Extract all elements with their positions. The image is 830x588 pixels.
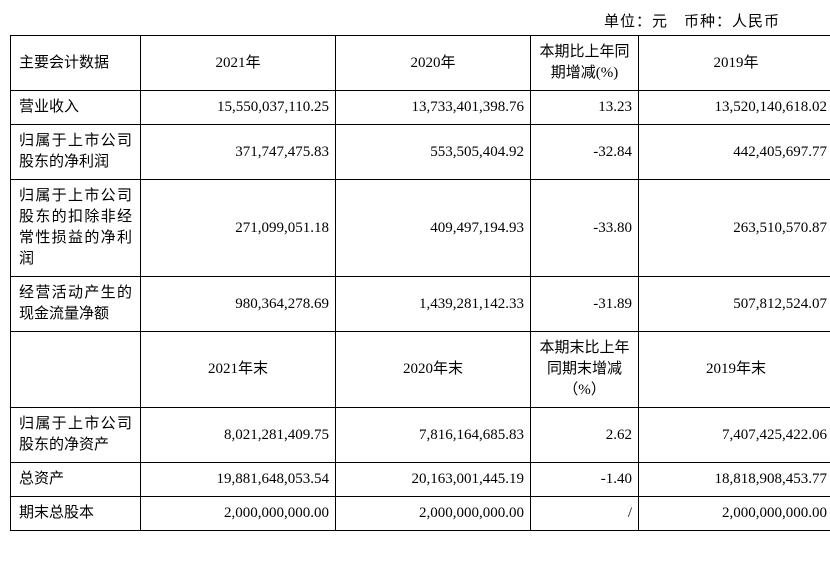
header-cell: 2019年 bbox=[639, 36, 830, 91]
header-cell: 2020年 bbox=[336, 36, 531, 91]
table-row: 营业收入15,550,037,110.2513,733,401,398.7613… bbox=[11, 91, 830, 125]
unit-currency-line: 单位：元 币种：人民币 bbox=[10, 10, 820, 31]
table-row: 归属于上市公司股东的扣除非经常性损益的净利润271,099,051.18409,… bbox=[11, 180, 830, 277]
data-cell: 13,733,401,398.76 bbox=[336, 91, 531, 125]
data-cell: -1.40 bbox=[531, 463, 639, 497]
data-cell: 15,550,037,110.25 bbox=[141, 91, 336, 125]
data-cell: 7,407,425,422.06 bbox=[639, 408, 830, 463]
data-cell: 553,505,404.92 bbox=[336, 125, 531, 180]
table-row: 归属于上市公司股东的净资产8,021,281,409.757,816,164,6… bbox=[11, 408, 830, 463]
data-cell: 19,881,648,053.54 bbox=[141, 463, 336, 497]
data-cell: 20,163,001,445.19 bbox=[336, 463, 531, 497]
data-cell: 8,021,281,409.75 bbox=[141, 408, 336, 463]
data-cell: -32.84 bbox=[531, 125, 639, 180]
data-cell: -33.80 bbox=[531, 180, 639, 277]
data-cell: 13.23 bbox=[531, 91, 639, 125]
row-label: 总资产 bbox=[11, 463, 141, 497]
header-cell: 2020年末 bbox=[336, 332, 531, 408]
data-cell: 980,364,278.69 bbox=[141, 277, 336, 332]
header-cell: 2019年末 bbox=[639, 332, 830, 408]
table-header-row: 主要会计数据2021年2020年本期比上年同期增减(%)2019年 bbox=[11, 36, 830, 91]
header-cell: 2021年末 bbox=[141, 332, 336, 408]
data-cell: 7,816,164,685.83 bbox=[336, 408, 531, 463]
header-cell: 本期比上年同期增减(%) bbox=[531, 36, 639, 91]
header-cell: 2021年 bbox=[141, 36, 336, 91]
data-cell: 2,000,000,000.00 bbox=[336, 497, 531, 531]
row-label: 经营活动产生的现金流量净额 bbox=[11, 277, 141, 332]
table-row: 总资产19,881,648,053.5420,163,001,445.19-1.… bbox=[11, 463, 830, 497]
data-cell: 2.62 bbox=[531, 408, 639, 463]
data-cell: 271,099,051.18 bbox=[141, 180, 336, 277]
row-label: 归属于上市公司股东的净利润 bbox=[11, 125, 141, 180]
row-label: 期末总股本 bbox=[11, 497, 141, 531]
data-cell: 18,818,908,453.77 bbox=[639, 463, 830, 497]
table-row: 经营活动产生的现金流量净额980,364,278.691,439,281,142… bbox=[11, 277, 830, 332]
table-header-row: 2021年末2020年末本期末比上年同期末增减（%）2019年末 bbox=[11, 332, 830, 408]
financial-data-table: 主要会计数据2021年2020年本期比上年同期增减(%)2019年营业收入15,… bbox=[10, 35, 830, 531]
data-cell: 2,000,000,000.00 bbox=[639, 497, 830, 531]
data-cell: 507,812,524.07 bbox=[639, 277, 830, 332]
data-cell: 263,510,570.87 bbox=[639, 180, 830, 277]
header-cell: 主要会计数据 bbox=[11, 36, 141, 91]
row-label: 营业收入 bbox=[11, 91, 141, 125]
table-row: 归属于上市公司股东的净利润371,747,475.83553,505,404.9… bbox=[11, 125, 830, 180]
data-cell: 2,000,000,000.00 bbox=[141, 497, 336, 531]
header-cell: 本期末比上年同期末增减（%） bbox=[531, 332, 639, 408]
data-cell: 409,497,194.93 bbox=[336, 180, 531, 277]
data-cell: 1,439,281,142.33 bbox=[336, 277, 531, 332]
data-cell: 371,747,475.83 bbox=[141, 125, 336, 180]
row-label: 归属于上市公司股东的扣除非经常性损益的净利润 bbox=[11, 180, 141, 277]
row-label: 归属于上市公司股东的净资产 bbox=[11, 408, 141, 463]
data-cell: -31.89 bbox=[531, 277, 639, 332]
data-cell: / bbox=[531, 497, 639, 531]
data-cell: 442,405,697.77 bbox=[639, 125, 830, 180]
header-cell bbox=[11, 332, 141, 408]
table-row: 期末总股本2,000,000,000.002,000,000,000.00/2,… bbox=[11, 497, 830, 531]
data-cell: 13,520,140,618.02 bbox=[639, 91, 830, 125]
